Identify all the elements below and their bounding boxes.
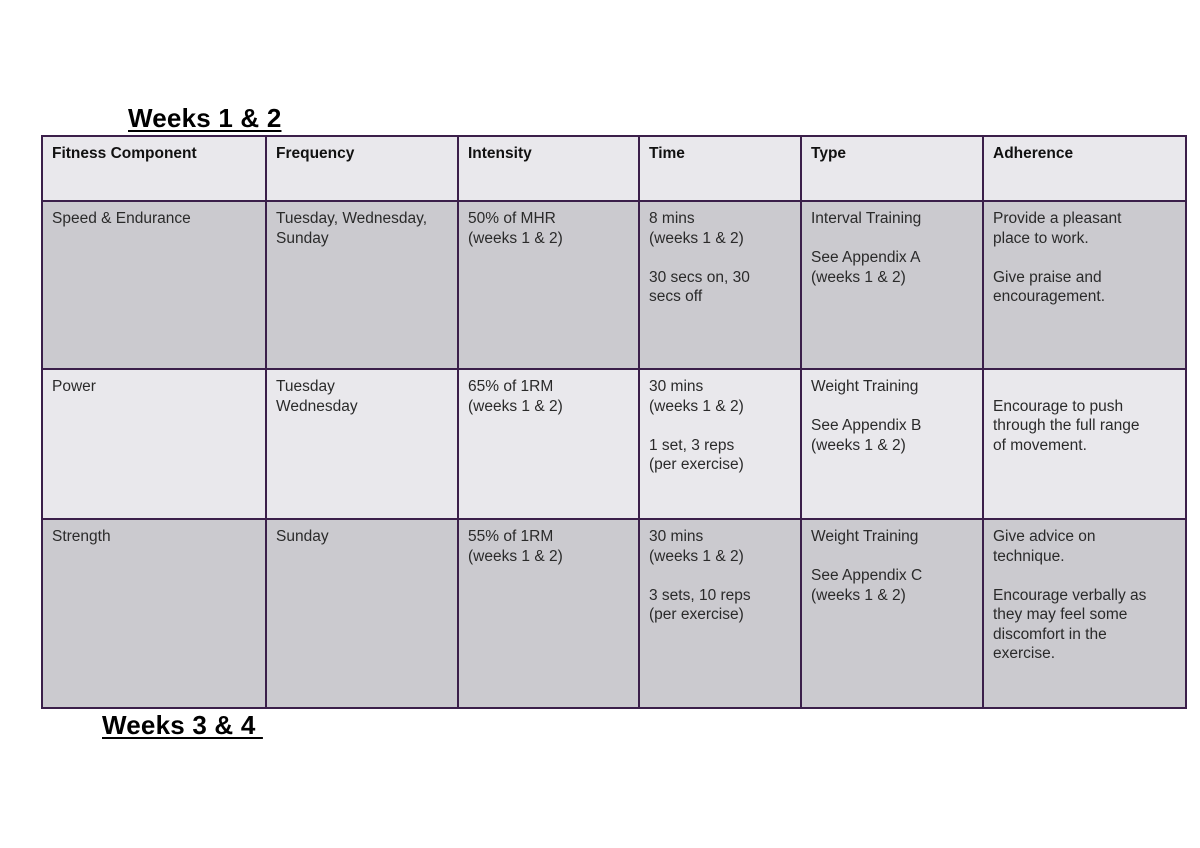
header-adherence: Adherence xyxy=(982,135,1187,202)
cell-intensity: 55% of 1RM (weeks 1 & 2) xyxy=(457,518,640,709)
cell-type: Weight Training See Appendix C (weeks 1 … xyxy=(800,518,984,709)
training-plan-table: Fitness Component Frequency Intensity Ti… xyxy=(41,135,1187,709)
weeks-3-4-heading: Weeks 3 & 4 xyxy=(102,710,263,740)
cell-adherence: Encourage to push through the full range… xyxy=(982,368,1187,520)
cell-time: 30 mins (weeks 1 & 2) 1 set, 3 reps (per… xyxy=(638,368,802,520)
cell-adherence: Give advice on technique. Encourage verb… xyxy=(982,518,1187,709)
header-intensity: Intensity xyxy=(457,135,640,202)
cell-intensity: 65% of 1RM (weeks 1 & 2) xyxy=(457,368,640,520)
cell-frequency: Sunday xyxy=(265,518,459,709)
cell-frequency: Tuesday, Wednesday, Sunday xyxy=(265,200,459,370)
header-time: Time xyxy=(638,135,802,202)
header-type: Type xyxy=(800,135,984,202)
table-header-row: Fitness Component Frequency Intensity Ti… xyxy=(41,135,1187,202)
cell-intensity: 50% of MHR (weeks 1 & 2) xyxy=(457,200,640,370)
cell-component: Power xyxy=(41,368,267,520)
header-frequency: Frequency xyxy=(265,135,459,202)
cell-adherence: Provide a pleasant place to work. Give p… xyxy=(982,200,1187,370)
weeks-1-2-heading: Weeks 1 & 2 xyxy=(128,103,282,133)
cell-frequency: Tuesday Wednesday xyxy=(265,368,459,520)
header-fitness-component: Fitness Component xyxy=(41,135,267,202)
cell-type: Interval Training See Appendix A (weeks … xyxy=(800,200,984,370)
cell-component: Speed & Endurance xyxy=(41,200,267,370)
cell-type: Weight Training See Appendix B (weeks 1 … xyxy=(800,368,984,520)
cell-time: 8 mins (weeks 1 & 2) 30 secs on, 30 secs… xyxy=(638,200,802,370)
table-row: Speed & Endurance Tuesday, Wednesday, Su… xyxy=(41,200,1187,370)
cell-component: Strength xyxy=(41,518,267,709)
table-row: Strength Sunday 55% of 1RM (weeks 1 & 2)… xyxy=(41,518,1187,709)
table-row: Power Tuesday Wednesday 65% of 1RM (week… xyxy=(41,368,1187,520)
cell-time: 30 mins (weeks 1 & 2) 3 sets, 10 reps (p… xyxy=(638,518,802,709)
